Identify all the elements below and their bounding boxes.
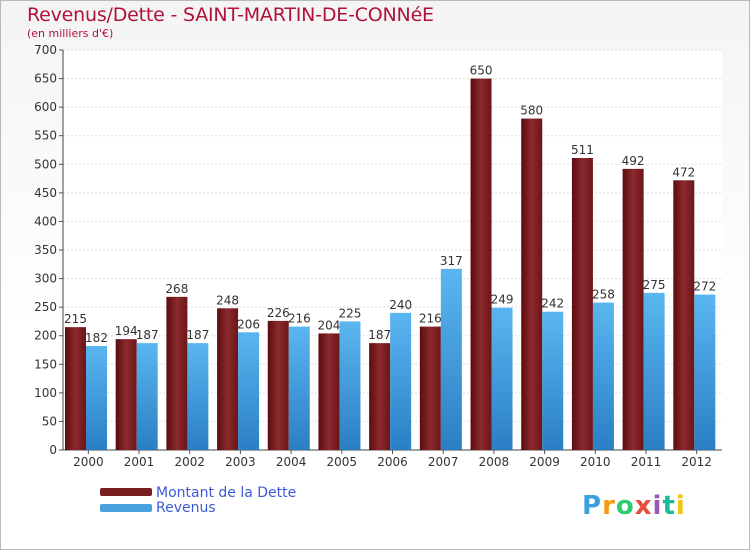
bar-dette (470, 78, 492, 451)
bar-dette (369, 343, 391, 450)
bar-revenus (694, 294, 716, 450)
data-label-revenus: 206 (237, 317, 260, 331)
data-label-dette: 511 (571, 143, 594, 157)
y-tick-label: 450 (34, 186, 57, 200)
x-tick-label: 2004 (276, 455, 307, 469)
bar-revenus (288, 326, 310, 450)
y-tick-label: 50 (42, 414, 57, 428)
chart-title: Revenus/Dette - SAINT-MARTIN-DE-CONNéE (27, 4, 434, 26)
data-label-dette: 248 (216, 293, 239, 307)
data-label-dette: 194 (115, 324, 138, 338)
bar-dette (318, 333, 340, 450)
bar-dette (622, 168, 644, 450)
y-tick-label: 150 (34, 357, 57, 371)
data-label-revenus: 249 (491, 293, 514, 307)
y-tick-label: 300 (34, 272, 57, 286)
bar-revenus (136, 343, 158, 450)
bar-revenus (187, 343, 209, 450)
y-tick-label: 250 (34, 300, 57, 314)
data-label-dette: 215 (64, 312, 87, 326)
data-label-dette: 204 (318, 318, 341, 332)
y-tick-label: 100 (34, 386, 57, 400)
x-tick-label: 2012 (681, 455, 712, 469)
bar-dette (166, 296, 188, 450)
x-tick-label: 2001 (124, 455, 155, 469)
x-tick-label: 2005 (327, 455, 358, 469)
x-tick-label: 2000 (73, 455, 104, 469)
bar-revenus (643, 292, 665, 450)
bar-dette (521, 118, 543, 451)
bar-revenus (491, 307, 513, 450)
x-tick-label: 2006 (377, 455, 408, 469)
y-tick-label: 0 (49, 443, 57, 457)
data-label-revenus: 225 (339, 306, 362, 320)
data-label-dette: 472 (672, 165, 695, 179)
y-tick-label: 700 (34, 43, 57, 57)
bar-dette (571, 158, 593, 450)
legend-label-dette: Montant de la Dette (156, 485, 297, 501)
chart-subtitle: (en milliers d'€) (27, 27, 114, 40)
data-label-dette: 492 (622, 154, 645, 168)
data-label-revenus: 182 (85, 331, 108, 345)
data-label-dette: 226 (267, 306, 290, 320)
data-label-revenus: 240 (389, 298, 412, 312)
bar-revenus (592, 302, 614, 450)
bar-revenus (86, 346, 107, 450)
x-tick-label: 2003 (225, 455, 256, 469)
data-label-dette: 580 (520, 104, 543, 118)
y-tick-label: 200 (34, 329, 57, 343)
data-label-revenus: 216 (288, 312, 311, 326)
bar-revenus (339, 321, 361, 450)
x-tick-label: 2007 (428, 455, 459, 469)
data-label-revenus: 187 (136, 328, 159, 342)
data-label-dette: 216 (419, 312, 442, 326)
data-label-dette: 187 (368, 328, 391, 342)
data-label-dette: 268 (165, 282, 188, 296)
x-tick-label: 2010 (580, 455, 611, 469)
y-tick-label: 650 (34, 72, 57, 86)
bar-revenus (542, 311, 564, 450)
data-label-revenus: 187 (186, 328, 209, 342)
legend-swatch-dette (100, 488, 152, 496)
bar-dette (65, 327, 86, 450)
legend-label-revenus: Revenus (156, 500, 216, 516)
y-tick-label: 350 (34, 243, 57, 257)
y-tick-label: 500 (34, 157, 57, 171)
legend-swatch-revenus (100, 504, 152, 512)
bar-revenus (390, 312, 412, 450)
proxiti-logo: Proxiti (582, 491, 686, 521)
y-tick-label: 550 (34, 129, 57, 143)
x-tick-label: 2008 (479, 455, 510, 469)
bar-dette (267, 320, 289, 450)
bar-revenus (238, 332, 260, 450)
bar-dette (419, 326, 441, 450)
x-tick-label: 2002 (174, 455, 205, 469)
bar-dette (673, 180, 695, 451)
data-label-revenus: 275 (643, 278, 666, 292)
bar-dette (217, 308, 239, 450)
data-label-revenus: 317 (440, 254, 463, 268)
bar-revenus (440, 268, 462, 450)
y-tick-label: 400 (34, 214, 57, 228)
y-tick-label: 600 (34, 100, 57, 114)
data-label-revenus: 242 (541, 297, 564, 311)
data-label-dette: 650 (470, 64, 493, 78)
data-label-revenus: 272 (693, 280, 716, 294)
x-tick-label: 2009 (529, 455, 560, 469)
bar-dette (115, 339, 137, 450)
x-tick-label: 2011 (631, 455, 662, 469)
data-label-revenus: 258 (592, 288, 615, 302)
